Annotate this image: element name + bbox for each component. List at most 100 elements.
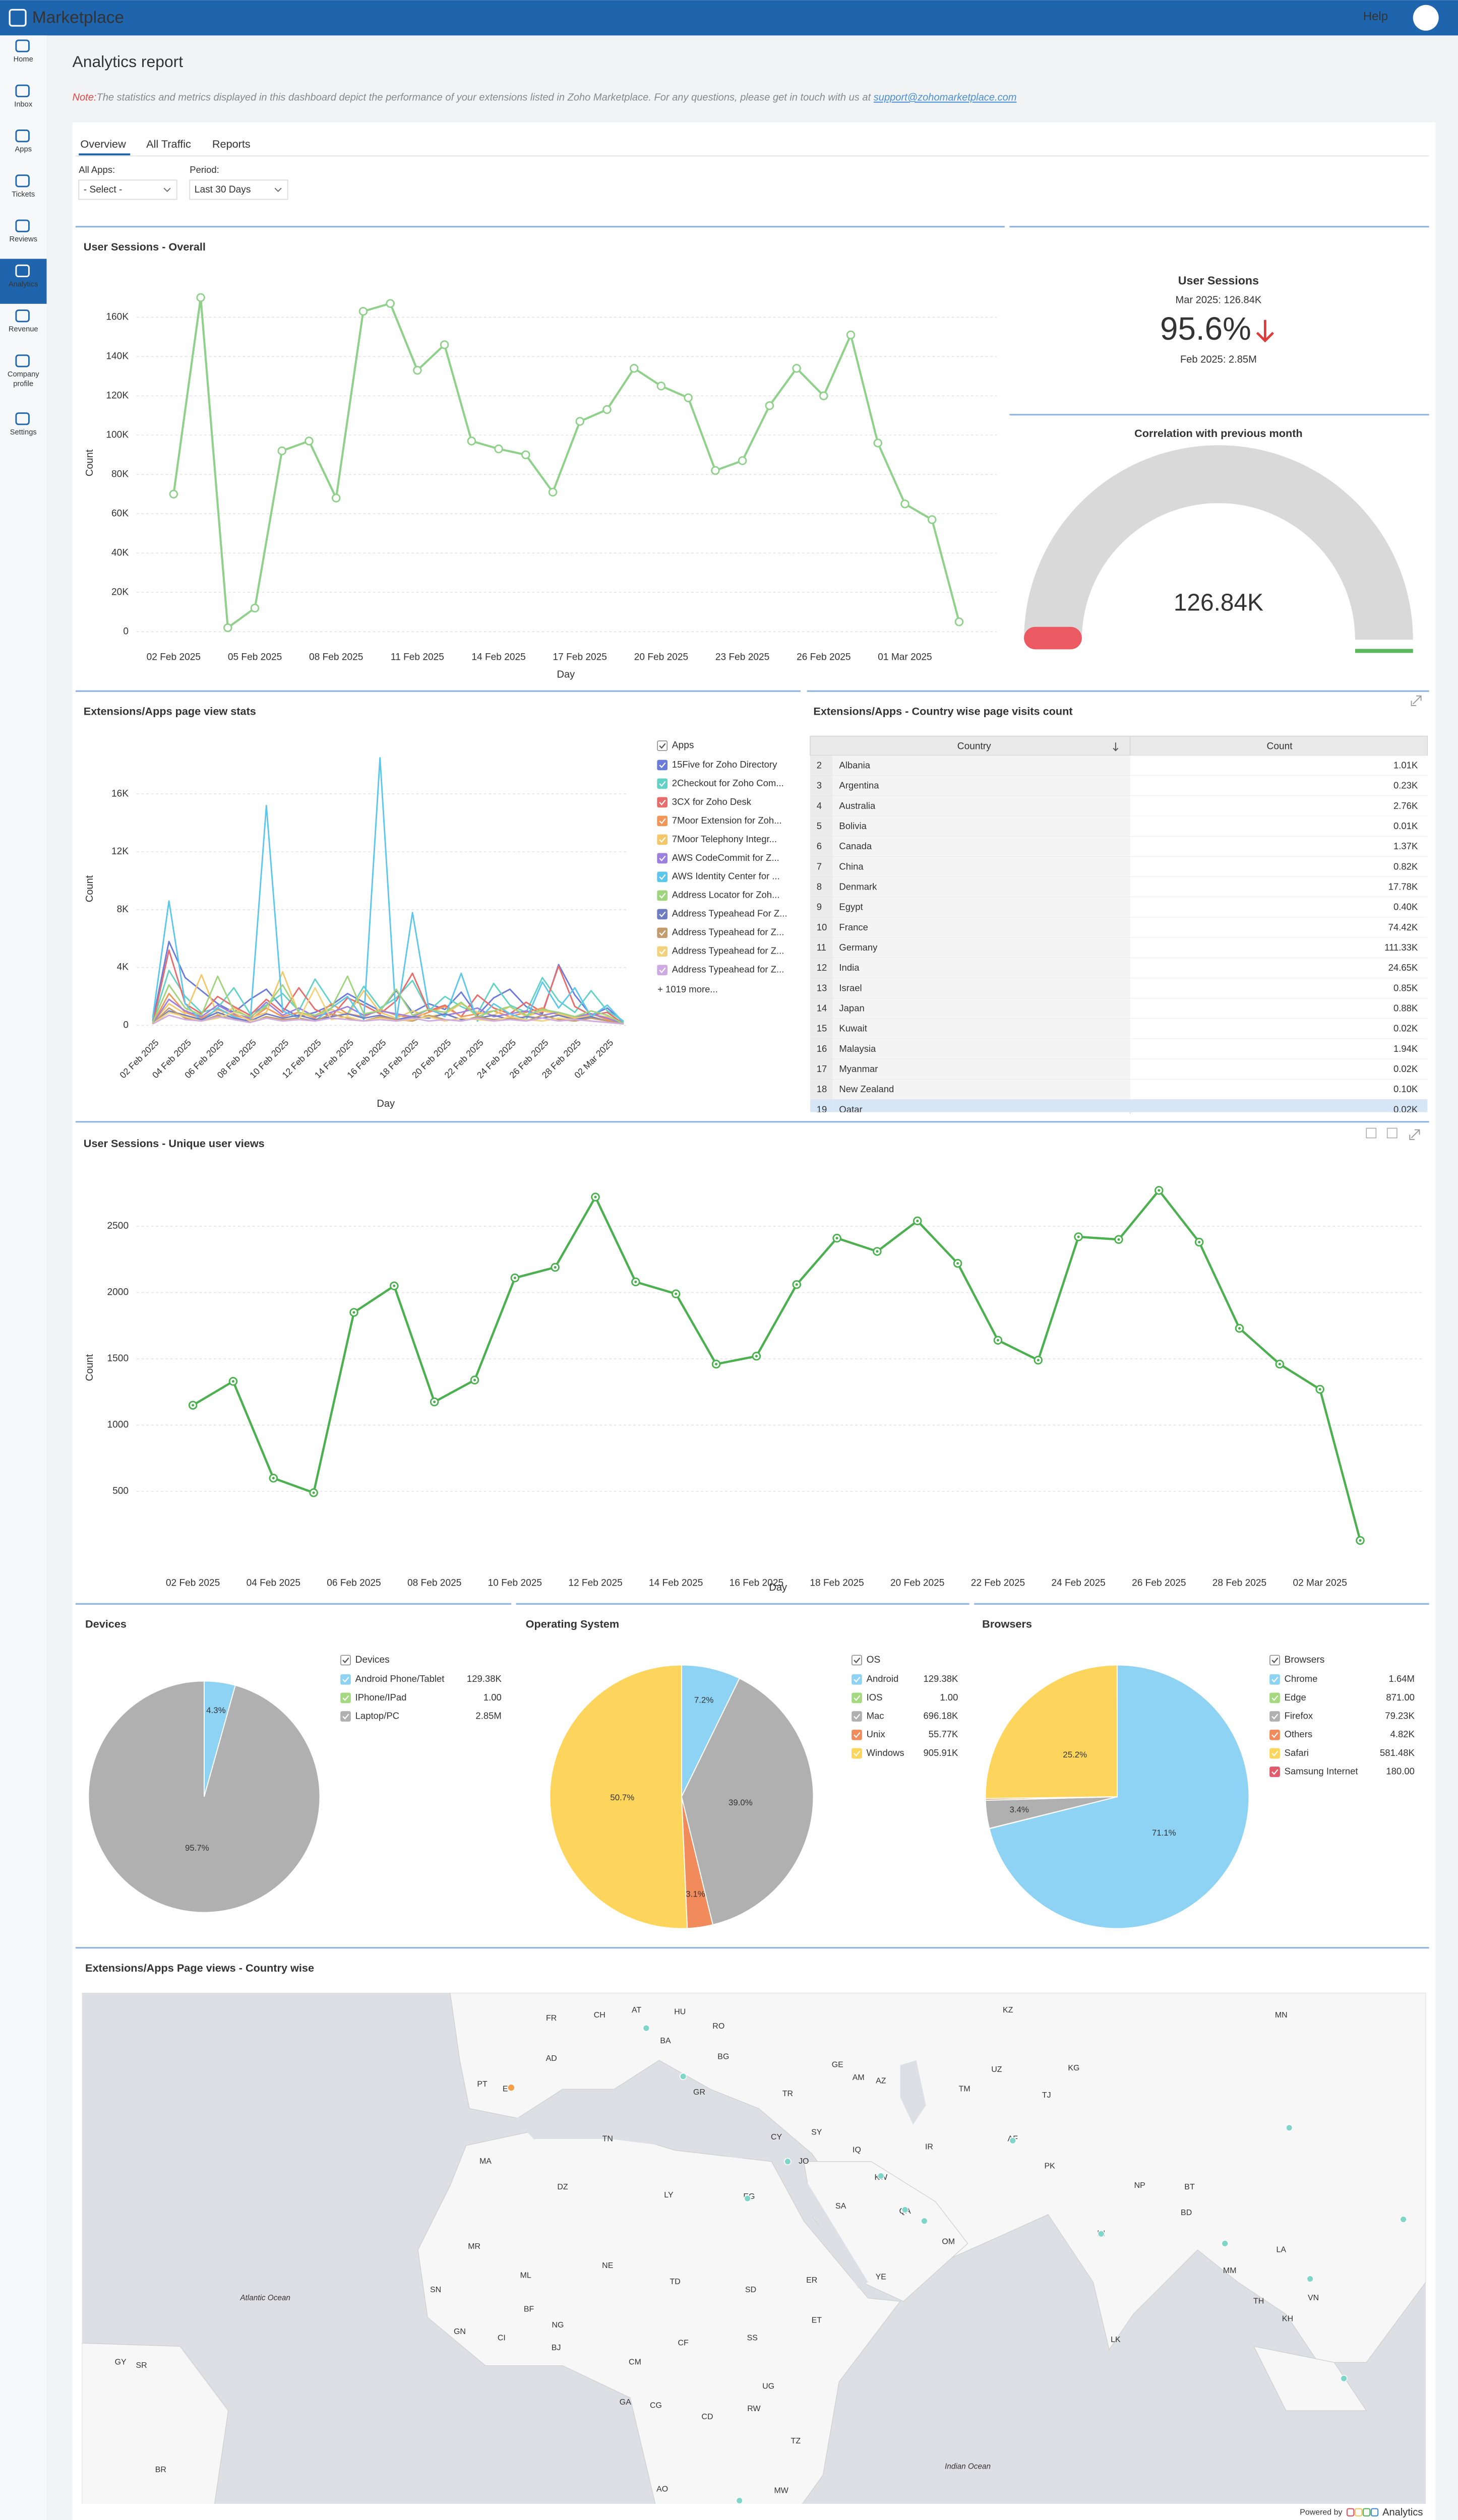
- map-marker[interactable]: [1097, 2230, 1105, 2238]
- filter-value[interactable]: Last 30 Days: [195, 184, 251, 195]
- tab[interactable]: All Traffic: [146, 138, 191, 150]
- legend-label[interactable]: Address Typeahead for Z...: [672, 946, 784, 956]
- legend-checkbox[interactable]: [657, 946, 668, 957]
- legend-label[interactable]: Laptop/PC: [355, 1710, 399, 1721]
- legend-checkbox[interactable]: [657, 778, 668, 789]
- legend-checkbox[interactable]: [340, 1655, 351, 1666]
- legend-label[interactable]: Windows: [867, 1747, 904, 1758]
- chart-tool-icon[interactable]: [1386, 1127, 1398, 1139]
- support-email[interactable]: support@zohomarketplace.com: [874, 92, 1017, 103]
- legend-checkbox[interactable]: [852, 1711, 862, 1722]
- map-marker[interactable]: [507, 2084, 515, 2092]
- legend-label[interactable]: Mac: [867, 1710, 884, 1721]
- legend-label[interactable]: Firefox: [1285, 1710, 1313, 1721]
- map-marker[interactable]: [744, 2194, 751, 2202]
- legend-label[interactable]: AWS CodeCommit for Z...: [672, 852, 779, 863]
- legend-checkbox[interactable]: [657, 760, 668, 771]
- map-marker[interactable]: [1340, 2375, 1348, 2382]
- app-name[interactable]: Marketplace: [32, 9, 124, 27]
- legend-checkbox[interactable]: [340, 1674, 351, 1685]
- map-marker[interactable]: [642, 2024, 650, 2032]
- legend-label[interactable]: Edge: [1285, 1692, 1306, 1703]
- logo-icon[interactable]: [9, 9, 27, 27]
- legend-checkbox[interactable]: [340, 1692, 351, 1704]
- legend-label[interactable]: 3CX for Zoho Desk: [672, 796, 752, 807]
- map-marker[interactable]: [877, 2172, 885, 2180]
- map-marker[interactable]: [1009, 2137, 1016, 2145]
- sidebar-label[interactable]: Company: [8, 370, 39, 379]
- filter-value[interactable]: - Select -: [84, 184, 123, 195]
- sidebar-icon[interactable]: [15, 130, 30, 143]
- legend-label[interactable]: Others: [1285, 1729, 1312, 1739]
- filter-select[interactable]: [78, 179, 177, 200]
- tab[interactable]: Overview: [80, 138, 126, 150]
- sidebar-icon[interactable]: [15, 412, 30, 425]
- legend-checkbox[interactable]: [657, 815, 668, 827]
- legend-checkbox[interactable]: [852, 1655, 862, 1666]
- legend-checkbox[interactable]: [1269, 1674, 1280, 1685]
- map[interactable]: FRADPTESCHATHUBAROBGGRTRCYSYIQIRJOEGSAKW…: [82, 1992, 1426, 2520]
- legend-checkbox[interactable]: [852, 1692, 862, 1704]
- map-marker[interactable]: [1221, 2240, 1229, 2247]
- legend-checkbox[interactable]: [1269, 1748, 1280, 1759]
- sidebar-icon[interactable]: [15, 354, 30, 367]
- legend-checkbox[interactable]: [657, 853, 668, 864]
- legend-label[interactable]: AWS Identity Center for ...: [672, 871, 780, 881]
- expand-icon[interactable]: [1411, 695, 1422, 706]
- sidebar-active[interactable]: [0, 259, 47, 304]
- legend-checkbox[interactable]: [657, 797, 668, 808]
- legend-checkbox[interactable]: [1269, 1692, 1280, 1704]
- legend-label[interactable]: 15Five for Zoho Directory: [672, 759, 777, 770]
- map-marker[interactable]: [1306, 2275, 1314, 2283]
- legend-checkbox[interactable]: [657, 927, 668, 938]
- legend-checkbox[interactable]: [1269, 1711, 1280, 1722]
- column-header[interactable]: Count: [1267, 741, 1293, 751]
- legend-label[interactable]: Chrome: [1285, 1673, 1318, 1684]
- sidebar-label[interactable]: Apps: [15, 146, 32, 154]
- legend-checkbox[interactable]: [1269, 1729, 1280, 1740]
- sidebar-icon[interactable]: [15, 174, 30, 187]
- legend-label[interactable]: IPhone/IPad: [355, 1692, 407, 1703]
- legend-label[interactable]: Address Locator for Zoh...: [672, 890, 780, 900]
- legend-checkbox[interactable]: [852, 1729, 862, 1740]
- sidebar-label[interactable]: Analytics: [9, 280, 38, 288]
- legend-more[interactable]: + 1019 more...: [657, 984, 718, 994]
- sidebar-label[interactable]: Tickets: [12, 191, 35, 199]
- legend-label[interactable]: Android Phone/Tablet: [355, 1673, 445, 1684]
- legend-label[interactable]: 7Moor Telephony Integr...: [672, 834, 777, 844]
- tab[interactable]: Reports: [212, 138, 251, 150]
- map-marker[interactable]: [901, 2206, 909, 2214]
- legend-label[interactable]: Android: [867, 1673, 899, 1684]
- legend-checkbox[interactable]: [657, 965, 668, 976]
- legend-checkbox[interactable]: [657, 909, 668, 920]
- map-marker[interactable]: [736, 2497, 743, 2504]
- map-marker[interactable]: [1400, 2216, 1407, 2223]
- filter-select[interactable]: [189, 179, 288, 200]
- map-marker[interactable]: [679, 2072, 687, 2080]
- sidebar-label[interactable]: Revenue: [9, 326, 38, 334]
- sidebar-icon[interactable]: [15, 39, 30, 52]
- legend-label[interactable]: Safari: [1285, 1747, 1309, 1758]
- legend-label[interactable]: 7Moor Extension for Zoh...: [672, 815, 782, 826]
- legend-checkbox[interactable]: [340, 1711, 351, 1722]
- sort-arrow[interactable]: [1113, 742, 1119, 751]
- help-link[interactable]: Help: [1363, 10, 1388, 23]
- legend-label[interactable]: 2Checkout for Zoho Com...: [672, 778, 784, 788]
- map-marker[interactable]: [784, 2158, 792, 2165]
- legend-checkbox[interactable]: [657, 834, 668, 845]
- legend-label[interactable]: Unix: [867, 1729, 886, 1739]
- map-marker[interactable]: [921, 2217, 928, 2225]
- sidebar-label[interactable]: profile: [13, 380, 33, 388]
- legend-label[interactable]: Address Typeahead for Z...: [672, 964, 784, 975]
- sidebar-icon[interactable]: [15, 219, 30, 232]
- legend-label[interactable]: IOS: [867, 1692, 883, 1703]
- legend-label[interactable]: Samsung Internet: [1285, 1766, 1358, 1776]
- sidebar-icon[interactable]: [15, 84, 30, 97]
- legend-checkbox[interactable]: [852, 1674, 862, 1685]
- legend-checkbox[interactable]: [657, 871, 668, 883]
- legend-label[interactable]: Address Typeahead For Z...: [672, 908, 787, 919]
- legend-checkbox[interactable]: [1269, 1655, 1280, 1666]
- chart-tool-icon[interactable]: [1366, 1127, 1377, 1139]
- legend-checkbox[interactable]: [657, 740, 668, 751]
- legend-label[interactable]: Address Typeahead for Z...: [672, 927, 784, 937]
